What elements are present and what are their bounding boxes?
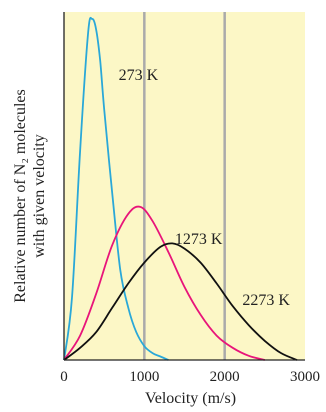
y-axis-label-line-2: with given velocity [31, 134, 48, 258]
x-tick-labels: 0 1000 2000 3000 [60, 369, 320, 385]
y-axis-label-line-1: Relative number of N₂ molecules [12, 89, 29, 303]
curve-labels: 273 K 1273 K 2273 K [119, 67, 291, 309]
x-tick-label-3000: 3000 [290, 369, 320, 385]
curve-label-3: 2273 K [242, 292, 290, 309]
curve-3 [63, 242, 298, 361]
y-axis-label: Relative number of N₂ molecules with give… [12, 89, 48, 303]
x-tick-label-1000: 1000 [129, 369, 159, 385]
distribution-curves [63, 16, 298, 361]
x-tick-label-0: 0 [60, 369, 68, 385]
gridlines [143, 12, 226, 360]
curve-label-2: 1273 K [175, 231, 223, 248]
plot-background [64, 12, 305, 360]
curve-1 [63, 16, 169, 361]
x-tick-label-2000: 2000 [210, 369, 240, 385]
curve-label-1: 273 K [119, 67, 159, 84]
curve-2 [63, 205, 266, 361]
x-axis-label: Velocity (m/s) [145, 390, 236, 407]
